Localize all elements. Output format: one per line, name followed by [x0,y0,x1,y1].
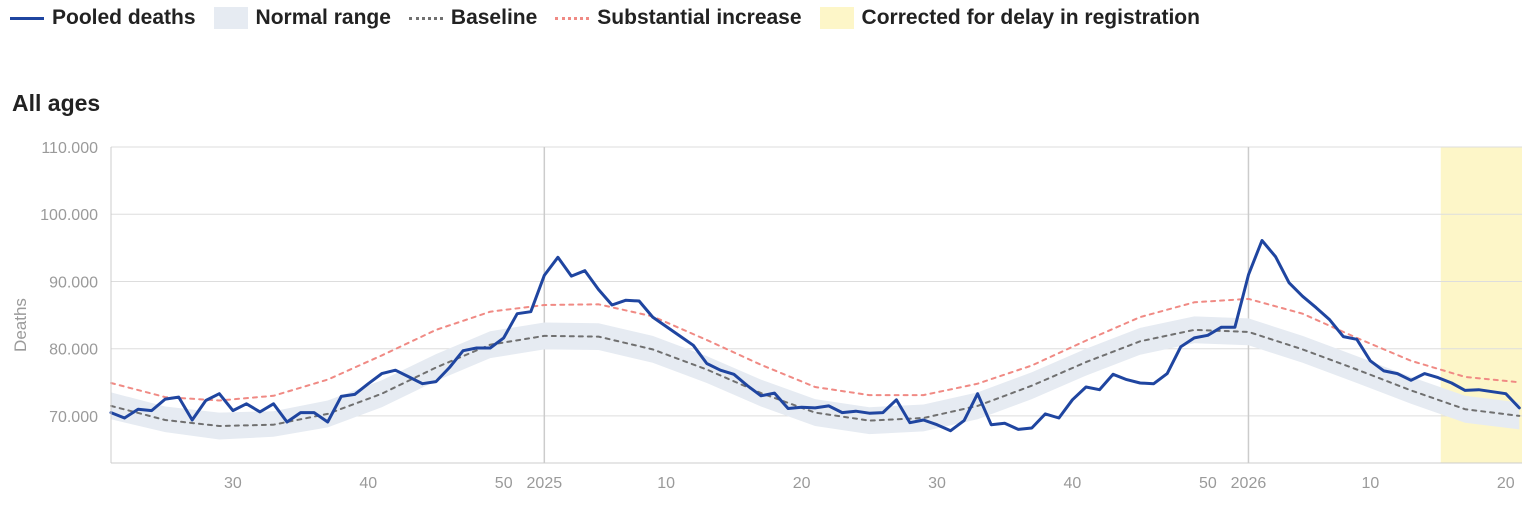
y-tick-label: 90.000 [49,274,98,291]
axes-layer: 70.000 80.000 90.000 100.000 110.000 30 40 50 20… [11,140,1522,492]
legend: Pooled deaths Normal range Baseline Subs… [10,4,1218,32]
y-tick-label: 110.000 [41,140,98,157]
y-axis-title: Deaths [11,298,30,352]
baseline-swatch [408,16,443,20]
y-tick-label: 70.000 [49,409,98,426]
x-tick-label: 20 [793,475,811,492]
x-tick-label: 40 [1064,475,1082,492]
x-tick-label: 30 [928,475,946,492]
x-tick-label: 20 [1497,475,1515,492]
band-layer [111,316,1520,440]
x-tick-label: 2026 [1231,475,1267,492]
normal-range-swatch [213,7,248,29]
substantial-increase-swatch [555,16,590,20]
x-tick-label: 50 [495,475,513,492]
legend-label: Substantial increase [597,6,802,29]
series-layer [109,239,1521,433]
normal-range-band [111,316,1520,440]
x-tick-label: 10 [1361,475,1379,492]
substantial-increase-line [110,297,1521,402]
corrected-delay-swatch [819,7,854,29]
legend-item-corrected-delay[interactable]: Corrected for delay in registration [819,6,1200,30]
legend-item-substantial-increase[interactable]: Substantial increase [555,6,802,30]
x-tick-label: 10 [657,475,675,492]
legend-item-normal-range[interactable]: Normal range [213,6,391,30]
legend-item-pooled-deaths[interactable]: Pooled deaths [10,6,196,30]
legend-label: Pooled deaths [52,6,196,29]
pooled-deaths-line [109,239,1521,433]
y-tick-label: 80.000 [49,342,98,359]
y-tick-label: 100.000 [40,207,98,224]
panel-title: All ages [12,90,101,116]
x-tick-label: 30 [224,475,242,492]
x-tick-label: 50 [1199,475,1217,492]
legend-label: Normal range [255,6,391,29]
legend-label: Baseline [450,6,538,29]
x-tick-label: 2025 [527,475,563,492]
x-tick-label: 40 [359,475,377,492]
legend-label: Corrected for delay in registration [861,6,1200,29]
pooled-deaths-swatch [10,16,44,20]
legend-item-baseline[interactable]: Baseline [408,6,538,30]
